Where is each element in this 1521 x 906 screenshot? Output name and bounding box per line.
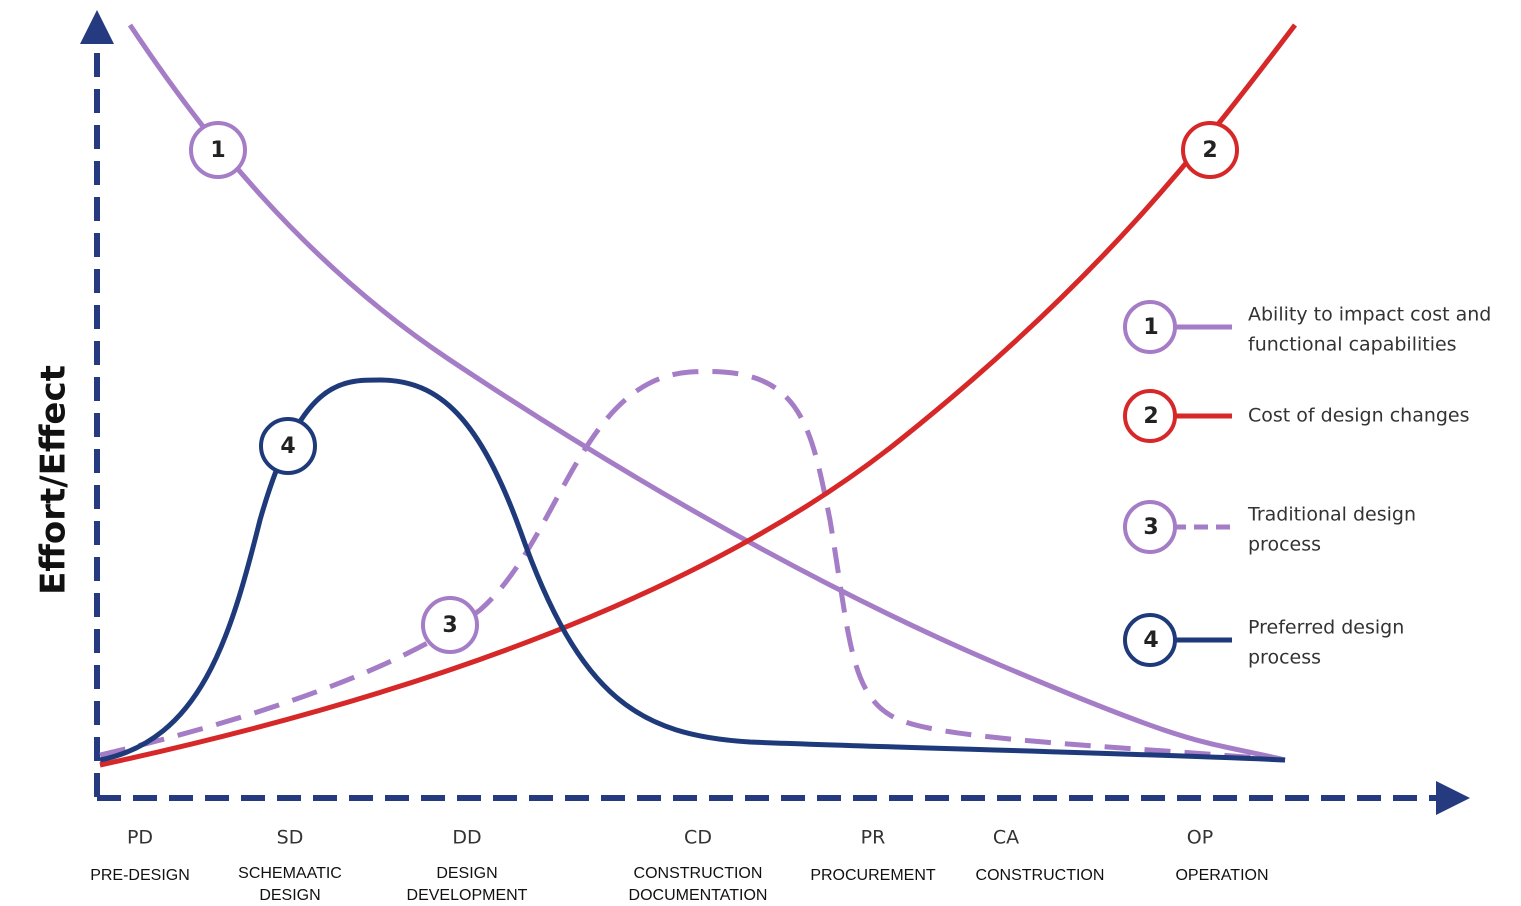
legend-label: process	[1248, 647, 1321, 669]
legend-label: Traditional design	[1247, 504, 1416, 526]
marker-number: 3	[442, 613, 457, 638]
legend-label: Cost of design changes	[1248, 405, 1470, 427]
phase-name: CONSTRUCTION	[634, 865, 763, 882]
marker	[259, 417, 317, 475]
phase-name: PROCUREMENT	[810, 867, 936, 884]
legend-label: functional capabilities	[1248, 334, 1457, 356]
legend-circle	[1123, 613, 1177, 667]
legend-number: 1	[1143, 315, 1158, 340]
legend-label: process	[1248, 534, 1321, 556]
phase-name: PRE-DESIGN	[90, 867, 190, 884]
phase-name: DEVELOPMENT	[407, 887, 528, 904]
phase-name: DOCUMENTATION	[629, 887, 768, 904]
phase-code: SD	[277, 827, 304, 849]
phase-code: CA	[993, 827, 1019, 849]
phase-name: SCHEMAATIC	[238, 865, 342, 882]
marker-number: 1	[210, 138, 225, 163]
y-axis-label: Effort/Effect	[34, 365, 74, 595]
phase-code: DD	[452, 827, 481, 849]
marker	[421, 596, 479, 654]
x-arrow	[1436, 781, 1470, 815]
phase-name: OPERATION	[1175, 867, 1268, 884]
labels: 1 Ability to impact cost and functional ca…	[90, 304, 1491, 905]
phase-name: DESIGN	[436, 865, 497, 882]
phase-name: CONSTRUCTION	[976, 867, 1105, 884]
phase-code: PR	[861, 827, 886, 849]
curve-traditional	[99, 368, 1286, 763]
legend-label: Ability to impact cost and	[1248, 304, 1491, 326]
marker-number: 4	[280, 434, 295, 459]
phase-code: CD	[684, 827, 712, 849]
phase-code: OP	[1187, 827, 1213, 849]
legend-circle	[1123, 300, 1177, 354]
phase-code: PD	[127, 827, 153, 849]
marker	[1181, 121, 1239, 179]
legend-label: Preferred design	[1248, 617, 1404, 639]
legend-circle	[1123, 500, 1177, 554]
marker-number: 2	[1202, 138, 1217, 163]
legend-number: 4	[1143, 628, 1158, 653]
marker	[189, 121, 247, 179]
curve-cost	[99, 23, 1297, 768]
y-arrow	[80, 10, 114, 44]
legend-number: 3	[1143, 515, 1158, 540]
curve-ability	[127, 23, 1286, 763]
legend-circle	[1123, 389, 1177, 443]
legend-number: 2	[1143, 404, 1158, 429]
phase-name: DESIGN	[259, 887, 320, 904]
curve-preferred	[99, 377, 1286, 763]
